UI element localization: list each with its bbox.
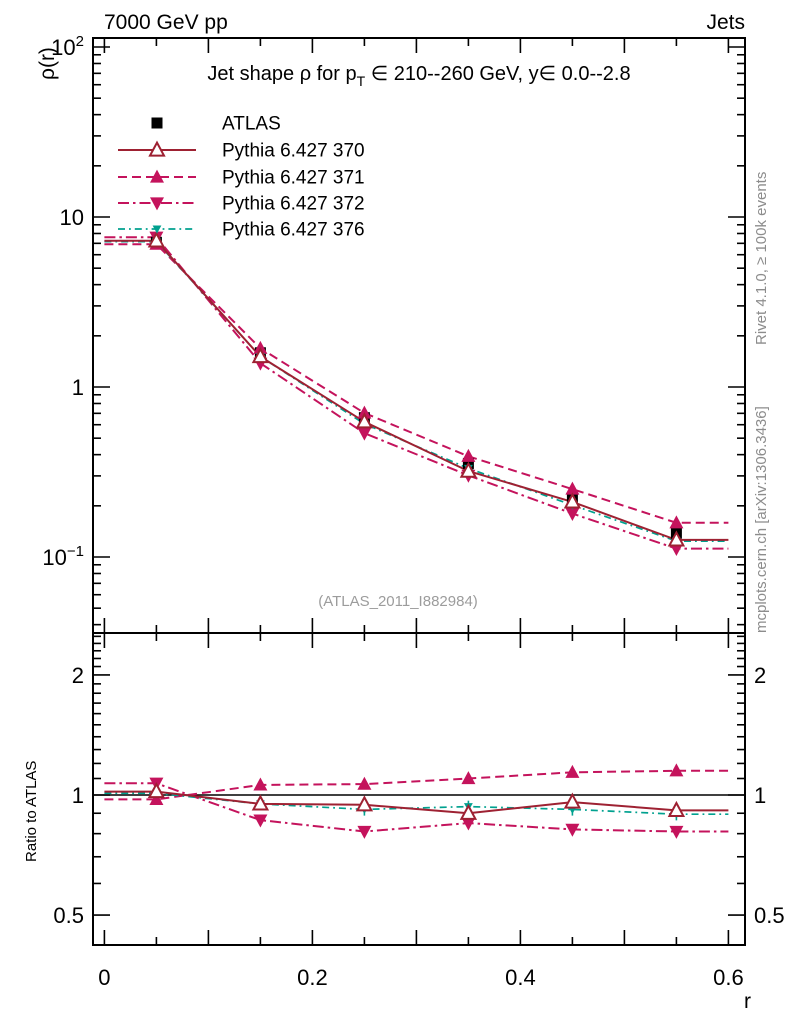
legend-label: Pythia 6.427 372	[222, 194, 365, 215]
plot-title-subscript: T	[357, 73, 366, 89]
y-tick-label: 0.5	[53, 903, 84, 928]
data-marker-main	[459, 461, 478, 478]
data-marker-main	[357, 405, 372, 419]
data-marker-main	[461, 448, 476, 462]
y-tick-label: 1	[754, 783, 766, 808]
legend-label: Pythia 6.427 371	[222, 168, 365, 189]
data-marker-ratio	[355, 795, 374, 812]
legend-marker	[151, 117, 163, 129]
data-marker-main	[669, 515, 684, 529]
x-axis-label: r	[744, 990, 751, 1013]
data-marker-ratio	[459, 803, 478, 820]
x-tick-label: 0	[98, 965, 110, 990]
data-marker-main	[667, 530, 686, 547]
data-marker-ratio	[357, 825, 372, 839]
legend-marker	[152, 225, 162, 234]
plot-title-main: Jet shape ρ for p	[207, 63, 356, 85]
series-line-ratio	[104, 790, 729, 815]
data-marker-ratio	[147, 782, 166, 799]
y-tick-label: 1	[72, 783, 84, 808]
series-line-ratio	[104, 792, 729, 816]
data-marker-ratio	[565, 764, 580, 778]
y-tick-label-exponent: −1	[67, 543, 84, 560]
series-line-main	[104, 236, 729, 550]
data-marker-ratio	[253, 814, 268, 828]
header-right: Jets	[706, 11, 745, 34]
legend-marker	[148, 140, 166, 157]
legend-label: Pythia 6.427 376	[222, 220, 365, 241]
series-line-ratio	[104, 782, 729, 833]
main-panel-frame	[92, 37, 746, 634]
y-tick-label: 2	[72, 663, 84, 688]
legend: ATLAS Pythia 6.427 370 Pythia 6.427 371 Pyt…	[118, 114, 365, 241]
data-marker-ratio	[667, 800, 686, 817]
data-marker-main	[357, 427, 372, 441]
plot-title: Jet shape ρ for pT ∈ 210--260 GeV, y∈ 0.…	[207, 63, 630, 89]
mcplots-arxiv-note: mcplots.cern.ch [arXiv:1306.3436]	[753, 406, 770, 633]
x-tick-label: 0.6	[713, 965, 744, 990]
data-marker-main	[563, 492, 582, 509]
data-marker-ratio	[563, 792, 582, 809]
y-tick-label: 2	[754, 663, 766, 688]
y-tick-label-base: 10	[42, 545, 66, 570]
x-tick-label: 0.2	[297, 965, 328, 990]
data-marker-ratio	[357, 776, 372, 790]
y-axis-label-main: ρ(r)	[36, 47, 59, 80]
y-tick-label: 10−1	[42, 543, 84, 570]
data-marker-main	[565, 508, 580, 522]
data-marker-main	[565, 481, 580, 495]
data-marker-main	[355, 412, 374, 429]
ratio-panel-frame	[92, 632, 746, 946]
legend-marker	[150, 197, 164, 211]
y-tick-label: 1	[72, 375, 84, 400]
y-tick-label-base: 10	[51, 35, 75, 60]
header-left: 7000 GeV pp	[104, 11, 228, 34]
data-marker-ratio	[565, 823, 580, 837]
data-marker-main	[147, 231, 166, 248]
data-marker-ratio	[461, 771, 476, 785]
analysis-watermark: (ATLAS_2011_I882984)	[318, 593, 478, 610]
data-marker-ratio	[461, 817, 476, 831]
data-marker-ratio	[251, 794, 270, 811]
data-marker-ratio	[253, 777, 268, 791]
data-marker-ratio	[669, 763, 684, 777]
series-line-ratio	[104, 769, 729, 801]
y-tick-label: 0.5	[754, 903, 785, 928]
y-axis-label-ratio: Ratio to ATLAS	[23, 761, 40, 862]
rivet-version-note: Rivet 4.1.0, ≥ 100k events	[753, 172, 770, 345]
series-line-main	[104, 239, 729, 541]
y-tick-label: 102	[51, 33, 84, 60]
legend-label: ATLAS	[222, 114, 281, 135]
plot-title-rest: ∈ 210--260 GeV, y∈ 0.0--2.8	[365, 63, 630, 85]
data-marker-main	[251, 347, 270, 364]
x-tick-label: 0.4	[505, 965, 536, 990]
legend-label: Pythia 6.427 370	[222, 141, 365, 162]
y-tick-label-exponent: 2	[76, 33, 84, 50]
data-series-layer	[93, 231, 745, 839]
data-marker-ratio	[149, 791, 164, 805]
legend-marker	[150, 169, 164, 183]
y-tick-label: 10	[60, 205, 84, 230]
data-marker-ratio	[669, 825, 684, 839]
